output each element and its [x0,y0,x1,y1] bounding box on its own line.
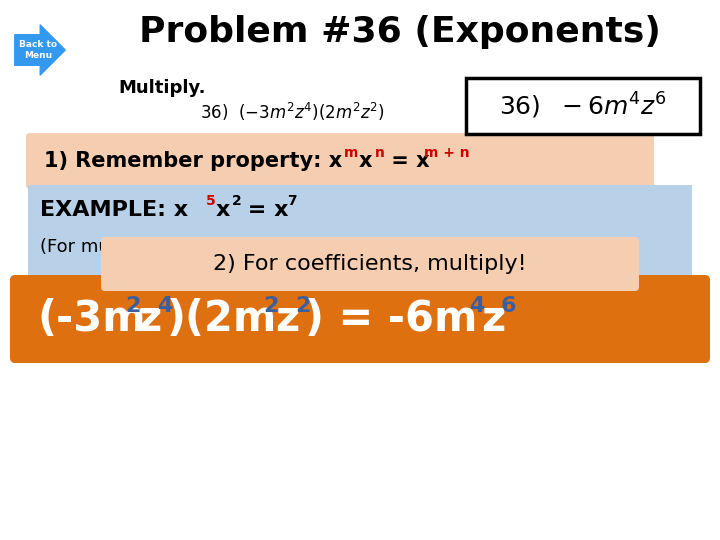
Text: n: n [375,146,385,160]
Text: x: x [216,200,230,220]
Text: 2: 2 [232,194,242,208]
Text: z: z [275,298,300,340]
Text: Problem #36 (Exponents): Problem #36 (Exponents) [139,15,661,49]
Text: 4: 4 [469,296,485,316]
Text: Back to
Menu: Back to Menu [19,40,57,60]
Text: 5: 5 [206,194,216,208]
Text: x: x [359,151,372,171]
Text: 2: 2 [125,296,140,316]
Text: = x: = x [240,200,289,220]
FancyBboxPatch shape [10,275,710,363]
Text: EXAMPLE: x: EXAMPLE: x [40,200,188,220]
Text: 2) For coefficients, multiply!: 2) For coefficients, multiply! [213,254,527,274]
Text: 1) Remember property: x: 1) Remember property: x [44,151,342,171]
Text: 2: 2 [263,296,279,316]
Text: 2: 2 [295,296,310,316]
FancyBboxPatch shape [101,237,639,291]
Text: m: m [344,146,359,160]
Text: $36)\ \ -6m^4z^6$: $36)\ \ -6m^4z^6$ [499,91,667,121]
Text: Multiply.: Multiply. [118,79,205,97]
Text: 36)  $(-3m^2z^4)(2m^2z^2)$: 36) $(-3m^2z^4)(2m^2z^2)$ [200,101,384,123]
FancyBboxPatch shape [28,185,692,277]
Text: = x: = x [384,151,430,171]
FancyBboxPatch shape [466,78,700,134]
Text: 6: 6 [501,296,516,316]
FancyArrowPatch shape [15,25,66,75]
Text: (For multiplication →: (For multiplication → [40,238,231,256]
Text: z: z [137,298,161,340]
Text: ) = -6m: ) = -6m [305,298,477,340]
Text: 4: 4 [157,296,172,316]
Text: (-3m: (-3m [37,298,145,340]
FancyBboxPatch shape [26,133,654,189]
Text: ADD: ADD [268,238,312,256]
Text: exponents for like variables): exponents for like variables) [308,238,571,256]
Text: )(2m: )(2m [167,298,277,340]
Text: m + n: m + n [424,146,469,160]
Text: z: z [481,298,505,340]
Text: 7: 7 [287,194,297,208]
